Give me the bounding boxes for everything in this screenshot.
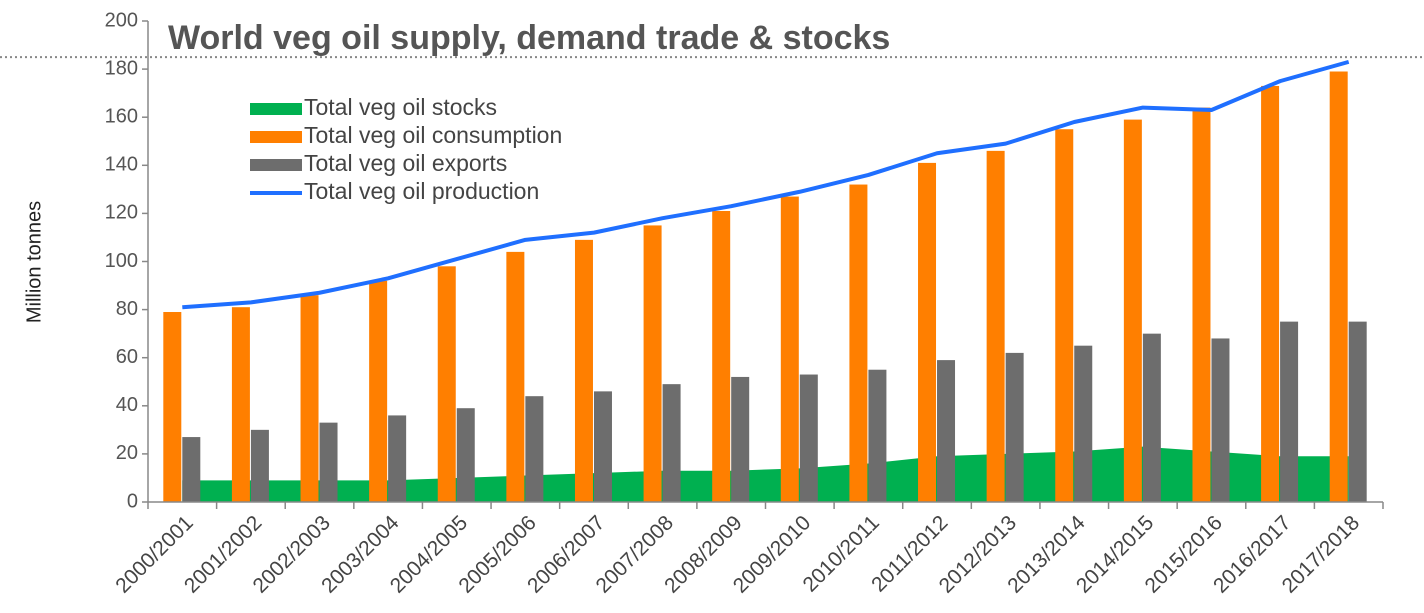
bar xyxy=(918,162,937,502)
y-tick-label: 180 xyxy=(105,57,138,79)
bar xyxy=(574,239,593,503)
bar xyxy=(1123,119,1142,502)
bar xyxy=(1192,107,1211,502)
bar xyxy=(643,225,662,503)
bar xyxy=(1142,333,1161,502)
bar xyxy=(731,376,750,502)
y-tick-label: 20 xyxy=(116,442,138,464)
legend-label: Total veg oil exports xyxy=(304,150,507,176)
bar xyxy=(868,369,887,502)
bar xyxy=(525,396,544,502)
y-tick-label: 100 xyxy=(105,250,138,272)
legend-label: Total veg oil stocks xyxy=(304,94,497,120)
legend-swatch xyxy=(250,103,302,115)
y-tick-label: 0 xyxy=(127,490,138,512)
bar xyxy=(1329,71,1348,502)
production-line xyxy=(182,59,1350,310)
bar xyxy=(231,307,250,502)
bar xyxy=(1211,338,1230,502)
legend-label: Total veg oil consumption xyxy=(304,122,562,148)
bar xyxy=(163,312,182,502)
y-tick-label: 60 xyxy=(116,346,138,368)
bar xyxy=(437,266,456,502)
bar xyxy=(456,408,475,502)
bar xyxy=(1348,321,1367,502)
y-axis-label: Million tonnes xyxy=(23,201,45,323)
y-tick-label: 140 xyxy=(105,154,138,176)
bar xyxy=(1005,352,1024,502)
bar xyxy=(1074,345,1093,502)
bar xyxy=(780,196,799,502)
bar xyxy=(1280,321,1299,502)
chart-title: World veg oil supply, demand trade & sto… xyxy=(168,19,890,57)
bar xyxy=(1055,129,1074,502)
y-tick-label: 80 xyxy=(116,298,138,320)
legend-label: Total veg oil production xyxy=(304,178,539,204)
bar xyxy=(849,184,868,503)
bar xyxy=(250,429,269,502)
y-tick-label: 200 xyxy=(105,9,138,31)
bar xyxy=(662,384,681,502)
legend-swatch xyxy=(250,131,302,143)
bar xyxy=(799,374,818,502)
y-tick-label: 120 xyxy=(105,202,138,224)
y-tick-label: 40 xyxy=(116,394,138,416)
bar xyxy=(1261,85,1280,502)
y-tick-label: 160 xyxy=(105,105,138,127)
bar xyxy=(388,415,407,502)
bar xyxy=(986,150,1005,502)
bar xyxy=(300,295,319,502)
bar xyxy=(182,437,201,502)
bar xyxy=(593,391,612,502)
stocks-area xyxy=(182,446,1349,502)
bar xyxy=(937,360,956,502)
legend-swatch xyxy=(250,159,302,171)
bar xyxy=(506,251,525,502)
bar xyxy=(369,280,388,502)
bar xyxy=(319,422,338,502)
bar xyxy=(712,210,731,502)
